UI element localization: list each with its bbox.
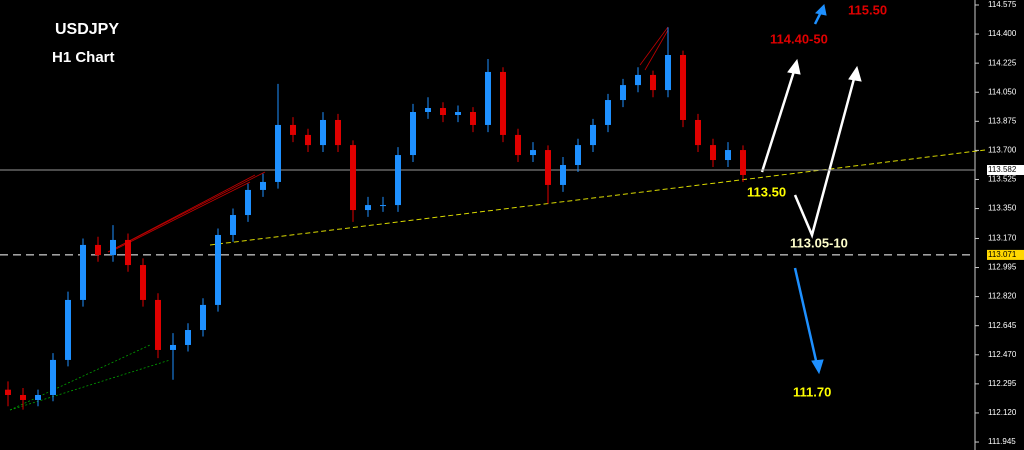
chart-subtitle: H1 Chart <box>52 49 115 66</box>
candle-body <box>140 265 146 300</box>
candle-body <box>350 145 356 211</box>
trend-line <box>209 149 986 246</box>
y-tick-label: 113.700 <box>988 145 1017 154</box>
candle-body <box>320 119 326 146</box>
candle-body <box>365 205 371 211</box>
y-tick-label: 113.350 <box>988 204 1017 213</box>
price-label: 113.582 <box>988 165 1017 174</box>
candle-body <box>515 134 521 156</box>
candle-body <box>275 124 281 182</box>
y-tick-label: 112.995 <box>988 263 1017 272</box>
price-label-box <box>987 164 1024 175</box>
candle-body <box>200 304 206 331</box>
candle-body <box>500 71 506 135</box>
candle-body <box>620 85 626 101</box>
y-tick-label: 112.295 <box>988 379 1017 388</box>
candle-body <box>395 155 401 206</box>
candle-body <box>560 165 566 185</box>
y-tick-label: 113.170 <box>988 234 1017 243</box>
candle-body <box>185 330 191 345</box>
chart-title: USDJPY <box>55 21 119 38</box>
y-tick-label: 114.575 <box>988 0 1017 9</box>
level-label: 113.071 <box>988 250 1017 259</box>
y-tick-label: 112.645 <box>988 321 1017 330</box>
candle-body <box>545 150 551 185</box>
support-lines <box>9 344 171 411</box>
y-tick-label: 114.050 <box>988 87 1017 96</box>
candle-body <box>485 71 491 125</box>
candle-body <box>740 150 746 175</box>
candle-body <box>65 299 71 360</box>
candle-body <box>80 244 86 300</box>
candle-body <box>575 145 581 166</box>
y-tick-label: 112.470 <box>988 350 1017 359</box>
candle-body <box>305 134 311 146</box>
candle-body <box>95 244 101 256</box>
y-tick-label: 112.120 <box>988 408 1017 417</box>
candle-body <box>455 112 461 115</box>
candle-body <box>440 108 446 115</box>
target-label: 111.70 <box>793 384 831 399</box>
candle-body <box>680 55 686 120</box>
y-tick-label: 111.945 <box>988 437 1016 446</box>
y-tick-label: 114.400 <box>988 29 1017 38</box>
candle-body <box>260 181 266 190</box>
candle-body <box>710 145 716 161</box>
y-tick-label: 112.820 <box>988 292 1017 301</box>
candle-body <box>245 189 251 216</box>
target-label: 114.40-50 <box>770 31 828 46</box>
candle-body <box>335 119 341 146</box>
candle-body <box>155 299 161 350</box>
candle-body <box>665 55 671 91</box>
y-tick-label: 113.525 <box>988 175 1017 184</box>
support-label: 113.05-10 <box>790 235 848 250</box>
candle-body <box>725 150 731 161</box>
candle-body <box>425 108 431 113</box>
candle-body <box>290 124 296 135</box>
level-label-box <box>987 249 1024 260</box>
drawn-lines <box>107 26 669 253</box>
candle-body <box>635 74 641 86</box>
support-label: 113.50 <box>747 184 786 199</box>
y-tick-label: 114.225 <box>988 58 1017 67</box>
target-label: 115.50 <box>848 2 887 17</box>
candle-body <box>410 112 416 156</box>
candle-body <box>650 74 656 91</box>
candle-body <box>230 215 236 235</box>
candle-body <box>470 112 476 125</box>
candle-body <box>20 394 26 400</box>
candle-body <box>170 344 176 350</box>
candle-body <box>530 150 536 156</box>
candle-body <box>125 239 131 266</box>
candle-body <box>380 205 386 207</box>
candle-body <box>215 234 221 305</box>
candle-body <box>695 119 701 146</box>
y-tick-label: 113.875 <box>988 116 1017 125</box>
candle-body <box>50 359 56 395</box>
candle-body <box>5 389 11 395</box>
candle-body <box>590 124 596 146</box>
arrows <box>760 3 862 375</box>
candle-body <box>35 394 41 400</box>
candle-body <box>605 100 611 125</box>
candle-body <box>110 239 116 256</box>
